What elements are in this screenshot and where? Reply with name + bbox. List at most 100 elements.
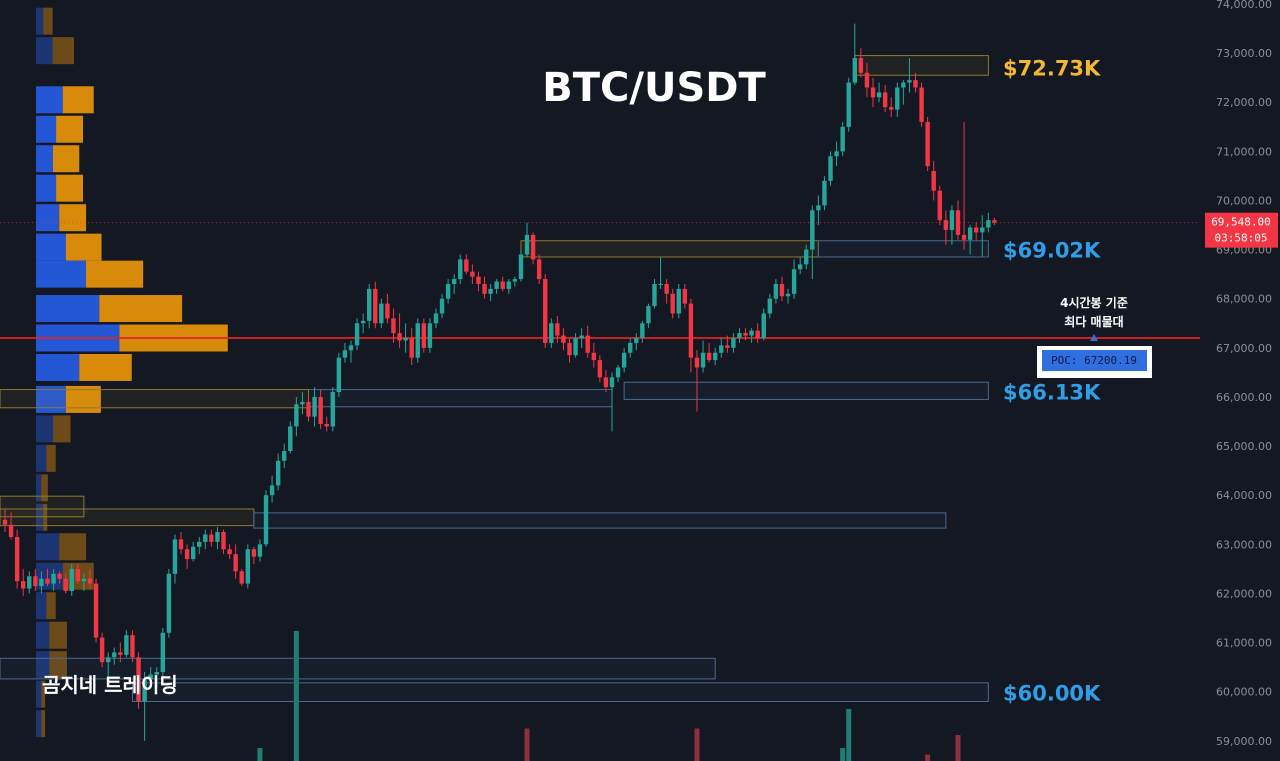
y-tick-label: 65,000.00 bbox=[1216, 440, 1272, 453]
candle-body bbox=[215, 532, 220, 542]
candle-body bbox=[130, 635, 135, 658]
volume-bar bbox=[955, 735, 961, 761]
candle-body bbox=[512, 279, 518, 282]
candle-body bbox=[312, 396, 317, 417]
candle-body bbox=[342, 350, 348, 358]
candle-body bbox=[664, 283, 669, 294]
y-tick-label: 66,000.00 bbox=[1216, 391, 1272, 404]
y-tick-label: 71,000.00 bbox=[1216, 145, 1272, 158]
price-level-label: $69.02K bbox=[1003, 239, 1101, 263]
profile-sell-bar bbox=[99, 295, 183, 323]
candle-body bbox=[379, 303, 384, 324]
profile-sell-bar bbox=[41, 710, 46, 738]
candle-body bbox=[961, 234, 967, 240]
candle-body bbox=[354, 323, 360, 346]
candle-body bbox=[840, 126, 845, 152]
candle-body bbox=[889, 107, 894, 110]
candle-body bbox=[269, 485, 275, 496]
candle-body bbox=[646, 306, 651, 324]
candle-body bbox=[306, 401, 311, 417]
candle-body bbox=[288, 426, 293, 451]
profile-sell-bar bbox=[59, 204, 87, 232]
profile-buy-bar bbox=[36, 145, 53, 173]
volume-bar bbox=[524, 728, 530, 761]
y-tick-label: 64,000.00 bbox=[1216, 489, 1272, 502]
candle-body bbox=[81, 578, 87, 582]
candle-body bbox=[518, 254, 524, 280]
profile-sell-bar bbox=[59, 533, 87, 561]
candle-body bbox=[761, 313, 766, 339]
candle-body bbox=[725, 345, 730, 348]
profile-sell-bar bbox=[43, 7, 53, 35]
candle-body bbox=[834, 151, 839, 157]
profile-sell-bar bbox=[41, 474, 48, 502]
current-price-label: 69,548.00 bbox=[1211, 216, 1271, 229]
candle-body bbox=[585, 335, 590, 353]
candle-body bbox=[294, 404, 299, 427]
profile-sell-bar bbox=[52, 37, 75, 65]
candle-body bbox=[33, 576, 38, 587]
profile-buy-bar bbox=[36, 37, 53, 65]
candle-body bbox=[136, 657, 141, 702]
profile-buy-bar bbox=[36, 415, 53, 443]
supply-zone bbox=[854, 55, 989, 76]
candle-body bbox=[749, 330, 754, 336]
price-level-label: $60.00K bbox=[1003, 682, 1101, 706]
demand-zone bbox=[623, 381, 989, 400]
profile-buy-bar bbox=[36, 592, 47, 620]
candle-body bbox=[773, 283, 779, 299]
candle-body bbox=[913, 80, 918, 88]
profile-sell-bar bbox=[56, 115, 84, 143]
candle-body bbox=[719, 345, 724, 353]
candle-body bbox=[2, 519, 8, 525]
supply-zone bbox=[520, 240, 819, 258]
y-tick-label: 74,000.00 bbox=[1216, 0, 1272, 11]
candle-body bbox=[239, 571, 244, 584]
candle-body bbox=[846, 82, 851, 127]
candle-body bbox=[99, 637, 105, 663]
poc-badge-label: POC: 67200.19 bbox=[1051, 354, 1137, 367]
brand-watermark: 곰지네 트레이딩 bbox=[42, 673, 178, 697]
profile-sell-bar bbox=[52, 145, 80, 173]
y-tick-label: 61,000.00 bbox=[1216, 637, 1272, 650]
profile-buy-bar bbox=[36, 204, 60, 232]
candle-body bbox=[324, 423, 329, 427]
candle-body bbox=[919, 87, 924, 122]
demand-zone bbox=[131, 682, 989, 703]
candle-body bbox=[69, 568, 74, 591]
supply-zone bbox=[0, 508, 255, 527]
candle-body bbox=[476, 276, 481, 284]
candle-body bbox=[506, 281, 512, 289]
candle-body bbox=[51, 573, 56, 584]
candle-body bbox=[245, 549, 250, 584]
candle-body bbox=[652, 283, 657, 307]
candle-body bbox=[221, 532, 226, 550]
candle-body bbox=[57, 573, 62, 579]
candle-body bbox=[433, 313, 439, 324]
candle-body bbox=[197, 541, 202, 547]
demand-zone bbox=[253, 512, 947, 529]
candle-body bbox=[300, 401, 305, 405]
candle-body bbox=[549, 323, 554, 343]
candle-body bbox=[967, 227, 973, 240]
candle-body bbox=[688, 303, 694, 358]
y-tick-label: 62,000.00 bbox=[1216, 587, 1272, 600]
candle-body bbox=[949, 210, 955, 230]
candle-body bbox=[451, 279, 457, 284]
y-tick-label: 67,000.00 bbox=[1216, 342, 1272, 355]
price-zones bbox=[0, 55, 989, 703]
price-level-label: $72.73K bbox=[1003, 56, 1101, 80]
candle-body bbox=[209, 534, 214, 542]
candle-body bbox=[852, 58, 857, 83]
candle-body bbox=[348, 345, 354, 351]
candle-body bbox=[870, 87, 876, 98]
candle-body bbox=[63, 578, 68, 591]
profile-buy-bar bbox=[36, 474, 42, 502]
candle-body bbox=[45, 578, 50, 584]
poc-note-line2: 최다 매물대 bbox=[1064, 314, 1123, 329]
candle-body bbox=[470, 271, 475, 277]
y-tick-label: 59,000.00 bbox=[1216, 735, 1272, 748]
candle-body bbox=[955, 210, 961, 235]
